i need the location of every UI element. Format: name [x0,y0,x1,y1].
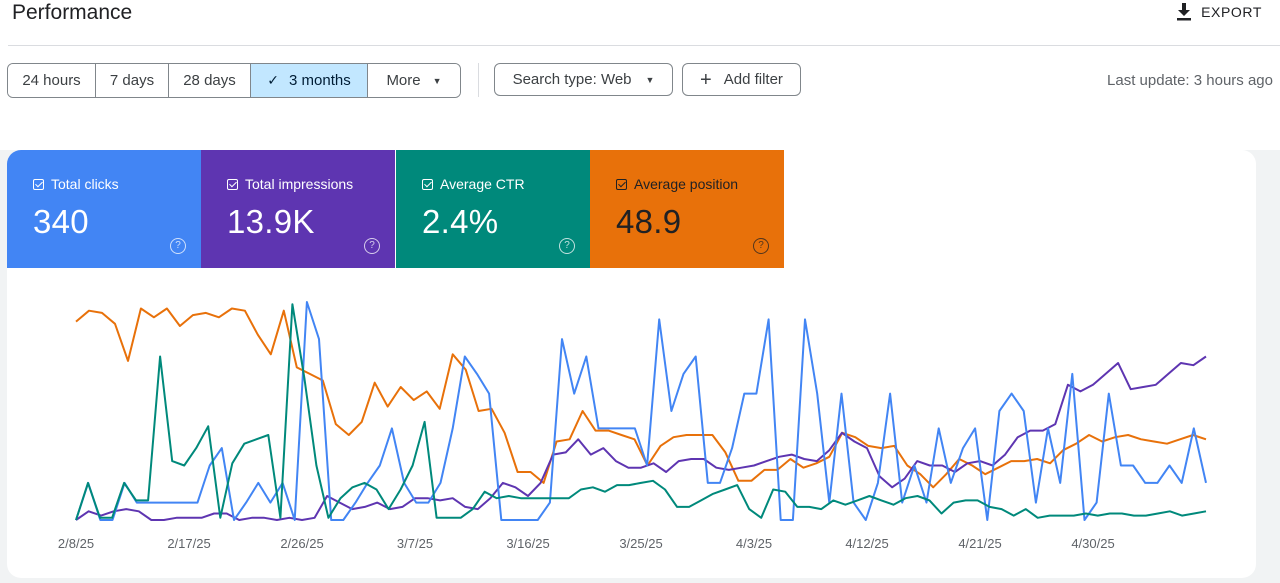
checkbox-icon[interactable] [422,178,433,190]
series-line-average-ctr [75,303,1207,521]
x-tick-label: 3/25/25 [619,536,662,551]
search-type-label: Search type: Web [512,71,632,88]
x-tick-label: 3/16/25 [506,536,549,551]
metric-card-average-ctr[interactable]: Average CTR 2.4% ? [396,150,590,268]
metric-value: 13.9K [227,203,315,240]
download-icon [1177,3,1192,21]
x-tick-label: 2/8/25 [58,536,94,551]
checkbox-icon[interactable] [33,178,44,190]
filter-bar: 24 hours 7 days 28 days ✓ 3 months More … [0,46,1280,150]
metric-label: Average CTR [440,176,525,192]
range-label: 7 days [109,72,155,89]
check-icon: ✓ [267,72,280,88]
x-tick-label: 4/21/25 [958,536,1001,551]
metric-label-row: Total impressions [227,177,395,191]
range-24-hours-button[interactable]: 24 hours [8,64,96,97]
range-7-days-button[interactable]: 7 days [96,64,169,97]
filter-separator [478,63,479,97]
metric-value: 2.4% [422,203,499,240]
range-3-months-button[interactable]: ✓ 3 months [251,64,368,97]
range-label: 3 months [289,72,351,89]
metric-label: Average position [634,176,739,192]
range-28-days-button[interactable]: 28 days [169,64,251,97]
series-line-total-impressions [75,355,1207,521]
checkbox-icon[interactable] [616,178,627,190]
add-filter-label: Add filter [723,71,783,88]
range-label: 24 hours [22,72,81,89]
x-tick-label: 2/26/25 [280,536,323,551]
help-icon[interactable]: ? [559,238,575,254]
metric-card-total-impressions[interactable]: Total impressions 13.9K ? [201,150,395,268]
export-label: EXPORT [1201,4,1262,20]
metric-card-total-clicks[interactable]: Total clicks 340 ? [7,150,201,268]
series-line-average-position [75,307,1207,489]
metric-label-row: Average CTR [422,177,590,191]
caret-down-icon: ▼ [645,74,655,85]
performance-card: Total clicks 340 ? Total impressions 13.… [7,150,1256,578]
metric-label-row: Average position [616,177,784,191]
plus-icon: + [700,68,712,91]
metric-label: Total clicks [51,176,119,192]
header-divider [8,45,1280,46]
range-label: 28 days [183,72,236,89]
performance-chart: 2/8/25 2/17/25 2/26/25 3/7/25 3/16/25 3/25/25… [58,301,1207,551]
x-tick-label: 4/12/25 [845,536,888,551]
date-range-selector: 24 hours 7 days 28 days ✓ 3 months More … [7,63,461,98]
x-tick-label: 4/30/25 [1071,536,1114,551]
add-filter-button[interactable]: + Add filter [682,63,801,96]
range-more-dropdown[interactable]: More ▼ [368,64,460,97]
x-tick-label: 4/3/25 [736,536,772,551]
checkbox-icon[interactable] [227,178,238,190]
metric-value: 340 [33,203,89,240]
search-type-dropdown[interactable]: Search type: Web ▼ [494,63,673,96]
help-icon[interactable]: ? [364,238,380,254]
x-axis-ticks: 2/8/25 2/17/25 2/26/25 3/7/25 3/16/25 3/25/25… [58,536,1115,551]
help-icon[interactable]: ? [170,238,186,254]
last-update-text: Last update: 3 hours ago [1107,72,1273,89]
x-tick-label: 2/17/25 [167,536,210,551]
help-icon[interactable]: ? [753,238,769,254]
metric-value: 48.9 [616,203,682,240]
range-label: More [386,72,421,89]
metric-card-average-position[interactable]: Average position 48.9 ? [590,150,784,268]
series-line-total-clicks [75,301,1207,521]
metric-label-row: Total clicks [33,177,201,191]
caret-down-icon: ▼ [432,75,442,86]
series-layer [75,301,1207,521]
page-title: Performance [12,1,133,24]
export-button[interactable]: EXPORT [1177,0,1262,24]
x-tick-label: 3/7/25 [397,536,433,551]
header-bar: Performance EXPORT [0,0,1280,46]
metric-label: Total impressions [245,176,354,192]
